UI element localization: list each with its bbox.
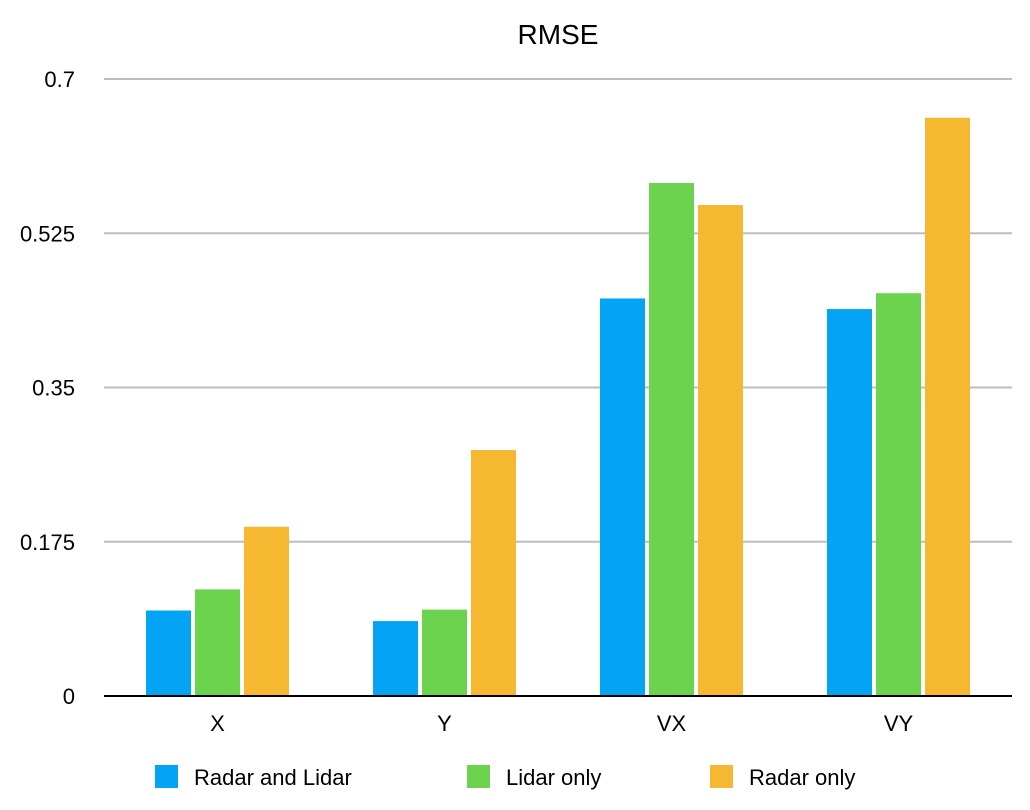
bar-vx-series-1 bbox=[600, 298, 645, 696]
legend-label: Radar and Lidar bbox=[194, 765, 352, 790]
bar-x-series-1 bbox=[146, 610, 191, 696]
legend-item: Radar only bbox=[710, 765, 855, 790]
bar-y-series-3 bbox=[471, 450, 516, 696]
legend-item: Lidar only bbox=[467, 765, 601, 790]
x-tick-label: VY bbox=[884, 711, 914, 736]
legend-swatch bbox=[467, 765, 490, 788]
x-tick-label: X bbox=[210, 711, 225, 736]
chart-title: RMSE bbox=[518, 19, 599, 50]
bar-y-series-2 bbox=[422, 609, 467, 696]
y-tick-label: 0 bbox=[63, 684, 75, 709]
legend-label: Radar only bbox=[749, 765, 855, 790]
legend-item: Radar and Lidar bbox=[155, 765, 352, 790]
y-tick-label: 0.7 bbox=[44, 67, 75, 92]
bar-vy-series-2 bbox=[876, 293, 921, 696]
x-tick-label: Y bbox=[437, 711, 452, 736]
legend-label: Lidar only bbox=[506, 765, 601, 790]
bar-y-series-1 bbox=[373, 621, 418, 696]
legend-swatch bbox=[710, 765, 733, 788]
y-tick-label: 0.525 bbox=[20, 221, 75, 246]
bar-x-series-2 bbox=[195, 589, 240, 696]
y-axis-ticks: 0 0.175 0.35 0.525 0.7 bbox=[20, 67, 75, 709]
bar-vx-series-3 bbox=[698, 205, 743, 696]
legend-swatch bbox=[155, 765, 178, 788]
x-axis-ticks: X Y VX VY bbox=[210, 711, 913, 736]
bar-vy-series-1 bbox=[827, 309, 872, 696]
x-tick-label: VX bbox=[657, 711, 687, 736]
legend: Radar and Lidar Lidar only Radar only bbox=[155, 765, 855, 790]
bar-x-series-3 bbox=[244, 526, 289, 696]
gridlines bbox=[104, 78, 1012, 543]
y-tick-label: 0.175 bbox=[20, 530, 75, 555]
bars bbox=[146, 117, 970, 697]
bar-vx-series-2 bbox=[649, 183, 694, 697]
bar-vy-series-3 bbox=[925, 117, 970, 697]
y-tick-label: 0.35 bbox=[32, 376, 75, 401]
